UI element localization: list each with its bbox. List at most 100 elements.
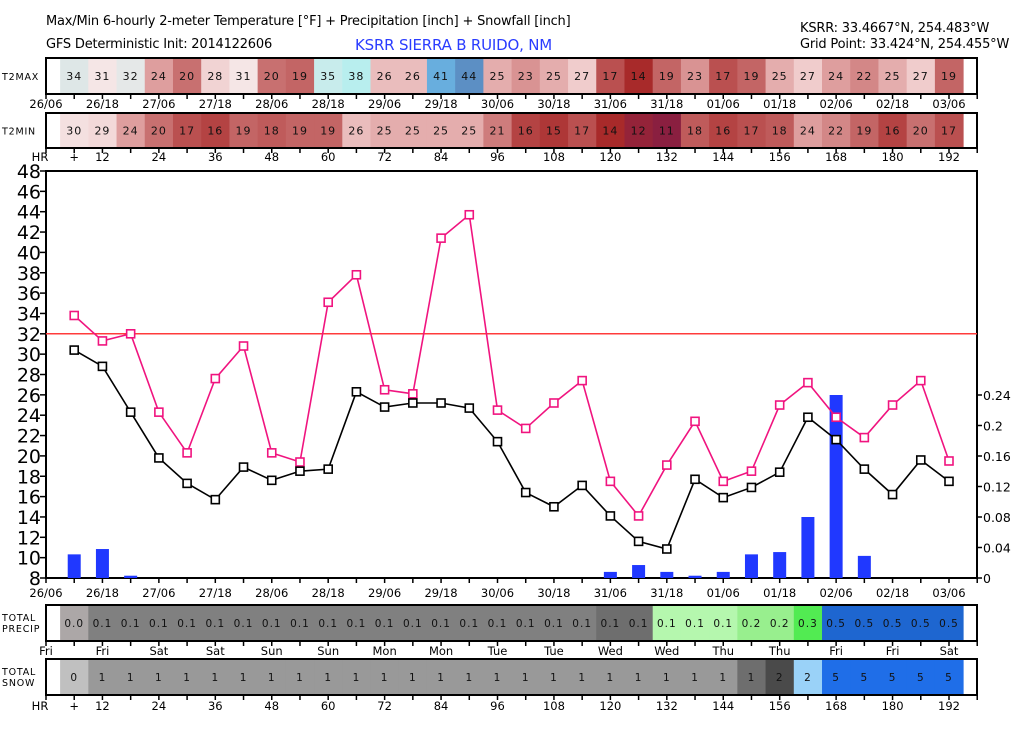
t2min-row-cell xyxy=(850,113,879,148)
t2min-row-value: 16 xyxy=(518,125,534,138)
precip-row-value: 0.5 xyxy=(854,618,874,630)
t2max-row-cell xyxy=(850,58,879,94)
precip-row-value: 0.1 xyxy=(177,618,197,630)
t2max-row-value: 25 xyxy=(885,70,901,83)
snow-row-cell xyxy=(201,659,230,695)
hr-label: 108 xyxy=(543,699,565,713)
day-label: Tue xyxy=(487,644,508,658)
hr-label: 72 xyxy=(377,699,392,713)
precip-row-value: 0.3 xyxy=(798,618,818,630)
t2min-row-cell xyxy=(201,113,230,148)
t2min-row-value: 17 xyxy=(743,125,759,138)
precip-row-cell xyxy=(172,605,202,641)
min-temp-point xyxy=(915,455,926,465)
snow-row-value: 1 xyxy=(494,672,502,684)
y-tick-label: 12 xyxy=(17,527,41,549)
max-temp-point xyxy=(887,400,898,410)
snow-row-cell xyxy=(850,659,879,695)
t2max-row-value: 38 xyxy=(348,70,364,83)
precip-row-value: 0.1 xyxy=(459,618,479,630)
snow-row-value: 1 xyxy=(691,672,699,684)
precip-row-cell xyxy=(455,605,484,641)
precip-row-cell xyxy=(596,605,625,641)
max-temp-point xyxy=(295,457,305,467)
t2max-row-cell xyxy=(596,58,625,94)
y-tick-label: 32 xyxy=(17,324,41,346)
t2max-row-cell xyxy=(906,58,936,94)
precip-row-cell xyxy=(878,605,908,641)
min-temp-point xyxy=(351,386,362,397)
t2min-row-cell xyxy=(285,113,315,148)
x-tick-label: 28/18 xyxy=(312,586,345,600)
day-label: Fri xyxy=(96,644,110,658)
t2max-row-cell xyxy=(314,58,343,94)
min-temp-point xyxy=(803,412,813,423)
t2max-row-border xyxy=(45,57,978,95)
precip-row-value: 0.1 xyxy=(318,618,338,630)
t2min-row-value: 25 xyxy=(461,125,477,138)
min-temp-point xyxy=(520,487,531,498)
precip-row-value: 0.5 xyxy=(826,618,846,630)
precip-row-value: 0.1 xyxy=(375,618,395,630)
t2max-row-value: 27 xyxy=(913,70,929,83)
precip-row-value: 0.1 xyxy=(572,618,592,630)
t2min-row-cell xyxy=(172,113,202,148)
day-label: Thu xyxy=(711,644,734,658)
snow-row-value: 1 xyxy=(409,672,417,684)
y-tick-label: 38 xyxy=(17,263,41,285)
precip-row-value: 0.1 xyxy=(685,618,705,630)
t2max-row-value: 31 xyxy=(236,70,252,83)
date-label: 02/06 xyxy=(820,97,853,111)
min-temp-point xyxy=(69,345,80,355)
x-tick-label: 02/06 xyxy=(820,586,853,600)
t2max-row-value: 24 xyxy=(151,70,167,83)
max-temp-point xyxy=(831,412,841,423)
precip-bar xyxy=(124,575,138,578)
snow-row-value: 1 xyxy=(465,672,473,684)
t2min-row-cell xyxy=(483,113,513,148)
date-label: 27/18 xyxy=(199,97,232,111)
t2min-row-value: 16 xyxy=(715,125,731,138)
t2max-row-value: 25 xyxy=(546,70,562,83)
hr-label: 60 xyxy=(321,150,336,164)
precip-row-value: 0.1 xyxy=(205,618,225,630)
t2max-row-cell xyxy=(765,58,795,94)
date-label: 02/18 xyxy=(876,97,909,111)
max-temp-point xyxy=(803,377,813,388)
t2max-row-cell xyxy=(822,58,851,94)
t2max-row-value: 19 xyxy=(743,70,759,83)
t2max-row-cell xyxy=(539,58,569,94)
precip-row-cell xyxy=(144,605,174,641)
station-coords: KSRR: 33.4667°N, 254.483°W xyxy=(800,21,990,36)
min-temp-point xyxy=(408,398,418,408)
date-label: 30/06 xyxy=(481,97,514,111)
precip-row-cell xyxy=(680,605,710,641)
precip-row-cell xyxy=(568,605,597,641)
t2max-row-value: 27 xyxy=(800,70,816,83)
t2min-row-cell xyxy=(511,113,541,148)
min-temp-point xyxy=(97,361,108,372)
date-label: 31/06 xyxy=(594,97,627,111)
precip-bar xyxy=(688,575,702,578)
t2min-row-value: 12 xyxy=(631,125,647,138)
t2max-row-value: 24 xyxy=(828,70,844,83)
snow-row-cell xyxy=(737,659,767,695)
x-tick-label: 27/18 xyxy=(199,586,232,600)
snow-row-value: 1 xyxy=(155,672,163,684)
snow-row-value: 5 xyxy=(861,672,869,684)
t2max-row-value: 19 xyxy=(659,70,675,83)
t2min-row-cell xyxy=(426,113,456,148)
hr-label: 168 xyxy=(825,699,847,713)
precip-row-label: PRECIP xyxy=(2,624,40,635)
y-tick-label: 30 xyxy=(17,344,41,366)
date-label: 28/06 xyxy=(255,97,288,111)
hr-label: HR xyxy=(32,150,49,164)
t2max-row-cell xyxy=(624,58,654,94)
day-label: Mon xyxy=(429,644,453,658)
min-temp-point xyxy=(859,464,870,474)
t2min-row-cell xyxy=(398,113,428,148)
min-temp-point xyxy=(887,489,898,500)
t2min-row-value: 18 xyxy=(687,125,703,138)
t2max-row-cell xyxy=(511,58,541,94)
min-temp-point xyxy=(831,434,841,445)
